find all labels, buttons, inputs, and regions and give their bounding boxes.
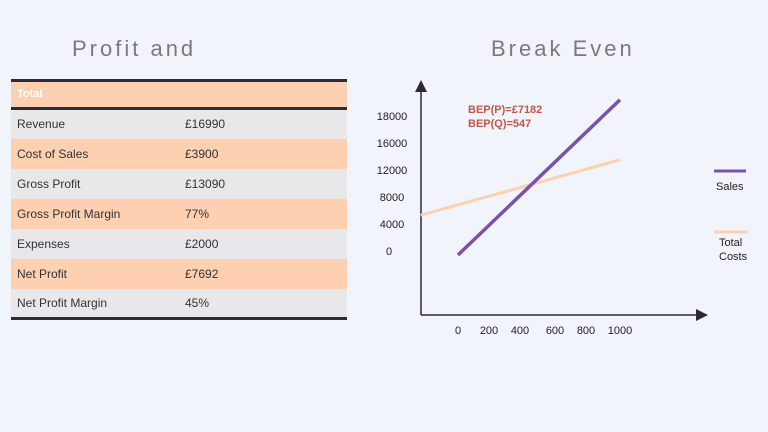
page-title-right: Break Even: [491, 36, 635, 61]
x-tick-label: 400: [511, 325, 529, 337]
y-tick-label: 8000: [380, 192, 404, 204]
row-value-cost-of-sales: £3900: [185, 146, 219, 161]
table-row: Gross Profit Margin 77%: [11, 198, 347, 229]
legend-label-sales: Sales: [716, 181, 744, 193]
row-value-gross-profit-margin: 77%: [185, 206, 210, 221]
table-row: Revenue £16990: [11, 108, 347, 139]
y-tick-label: 0: [386, 246, 392, 258]
table-row: Cost of Sales £3900: [11, 138, 347, 169]
row-label-revenue: Revenue: [17, 117, 66, 132]
row-value-expenses: £2000: [185, 236, 219, 251]
bep-quantity-annotation: BEP(Q)=547: [468, 118, 531, 130]
x-tick-label: 0: [455, 325, 461, 337]
x-tick-label: 1000: [608, 325, 632, 337]
bep-price-annotation: BEP(P)=£7182: [468, 104, 542, 116]
y-tick-label: 12000: [377, 165, 408, 177]
y-tick-label: 18000: [377, 111, 408, 123]
row-value-net-profit: £7692: [185, 266, 219, 281]
x-tick-label: 600: [546, 325, 564, 337]
table-row: Gross Profit £13090: [11, 168, 347, 199]
table-row: Net Profit Margin 45%: [11, 288, 347, 319]
table-header-row: Total: [11, 80, 347, 109]
page-title-left: Profit and: [72, 36, 197, 61]
row-label-gross-profit: Gross Profit: [17, 176, 81, 191]
y-tick-label: 4000: [380, 219, 404, 231]
row-label-net-profit: Net Profit: [17, 266, 68, 281]
table-row: Expenses £2000: [11, 228, 347, 259]
table-row: Net Profit £7692: [11, 258, 347, 289]
row-label-expenses: Expenses: [17, 236, 70, 251]
profit-table: Total Revenue £16990 Cost of Sales £3900…: [11, 79, 347, 320]
table-header-label: Total: [17, 88, 43, 100]
series-line-total-costs: [420, 158, 621, 217]
row-label-net-profit-margin: Net Profit Margin: [17, 295, 108, 310]
legend-label-total-costs: Total Costs: [719, 237, 748, 263]
x-tick-label: 800: [577, 325, 595, 337]
row-label-cost-of-sales: Cost of Sales: [17, 146, 89, 161]
series-line-sales: [456, 98, 622, 257]
row-value-net-profit-margin: 45%: [185, 295, 210, 310]
y-tick-label: 16000: [377, 138, 408, 150]
row-value-revenue: £16990: [185, 117, 226, 132]
row-label-gross-profit-margin: Gross Profit Margin: [17, 206, 121, 221]
x-tick-label: 200: [480, 325, 498, 337]
row-value-gross-profit: £13090: [185, 176, 226, 191]
